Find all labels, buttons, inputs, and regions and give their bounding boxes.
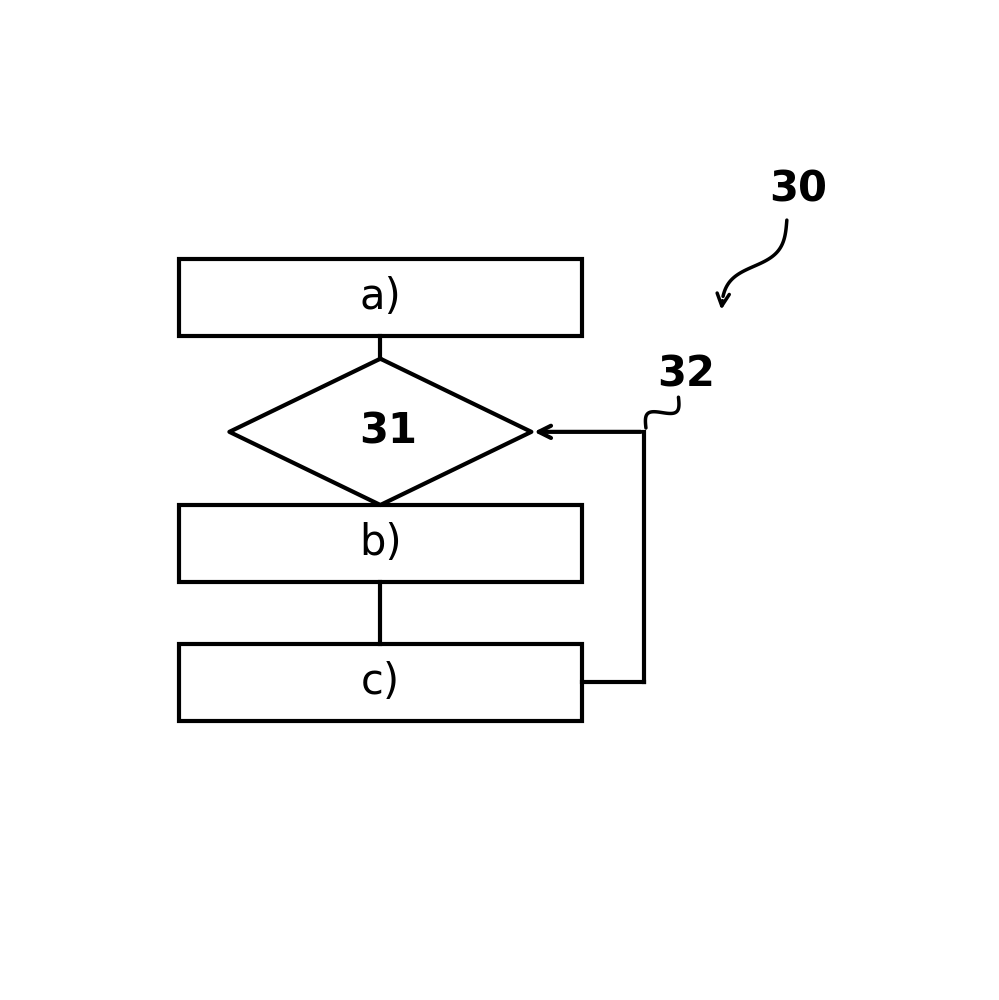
Bar — [179, 644, 581, 721]
Text: 31: 31 — [359, 411, 418, 453]
Text: b): b) — [359, 522, 402, 564]
Text: 30: 30 — [769, 168, 827, 210]
Text: c): c) — [361, 661, 400, 703]
Bar — [179, 259, 581, 336]
Text: 32: 32 — [657, 353, 715, 395]
Text: a): a) — [360, 276, 402, 318]
Bar — [179, 505, 581, 582]
